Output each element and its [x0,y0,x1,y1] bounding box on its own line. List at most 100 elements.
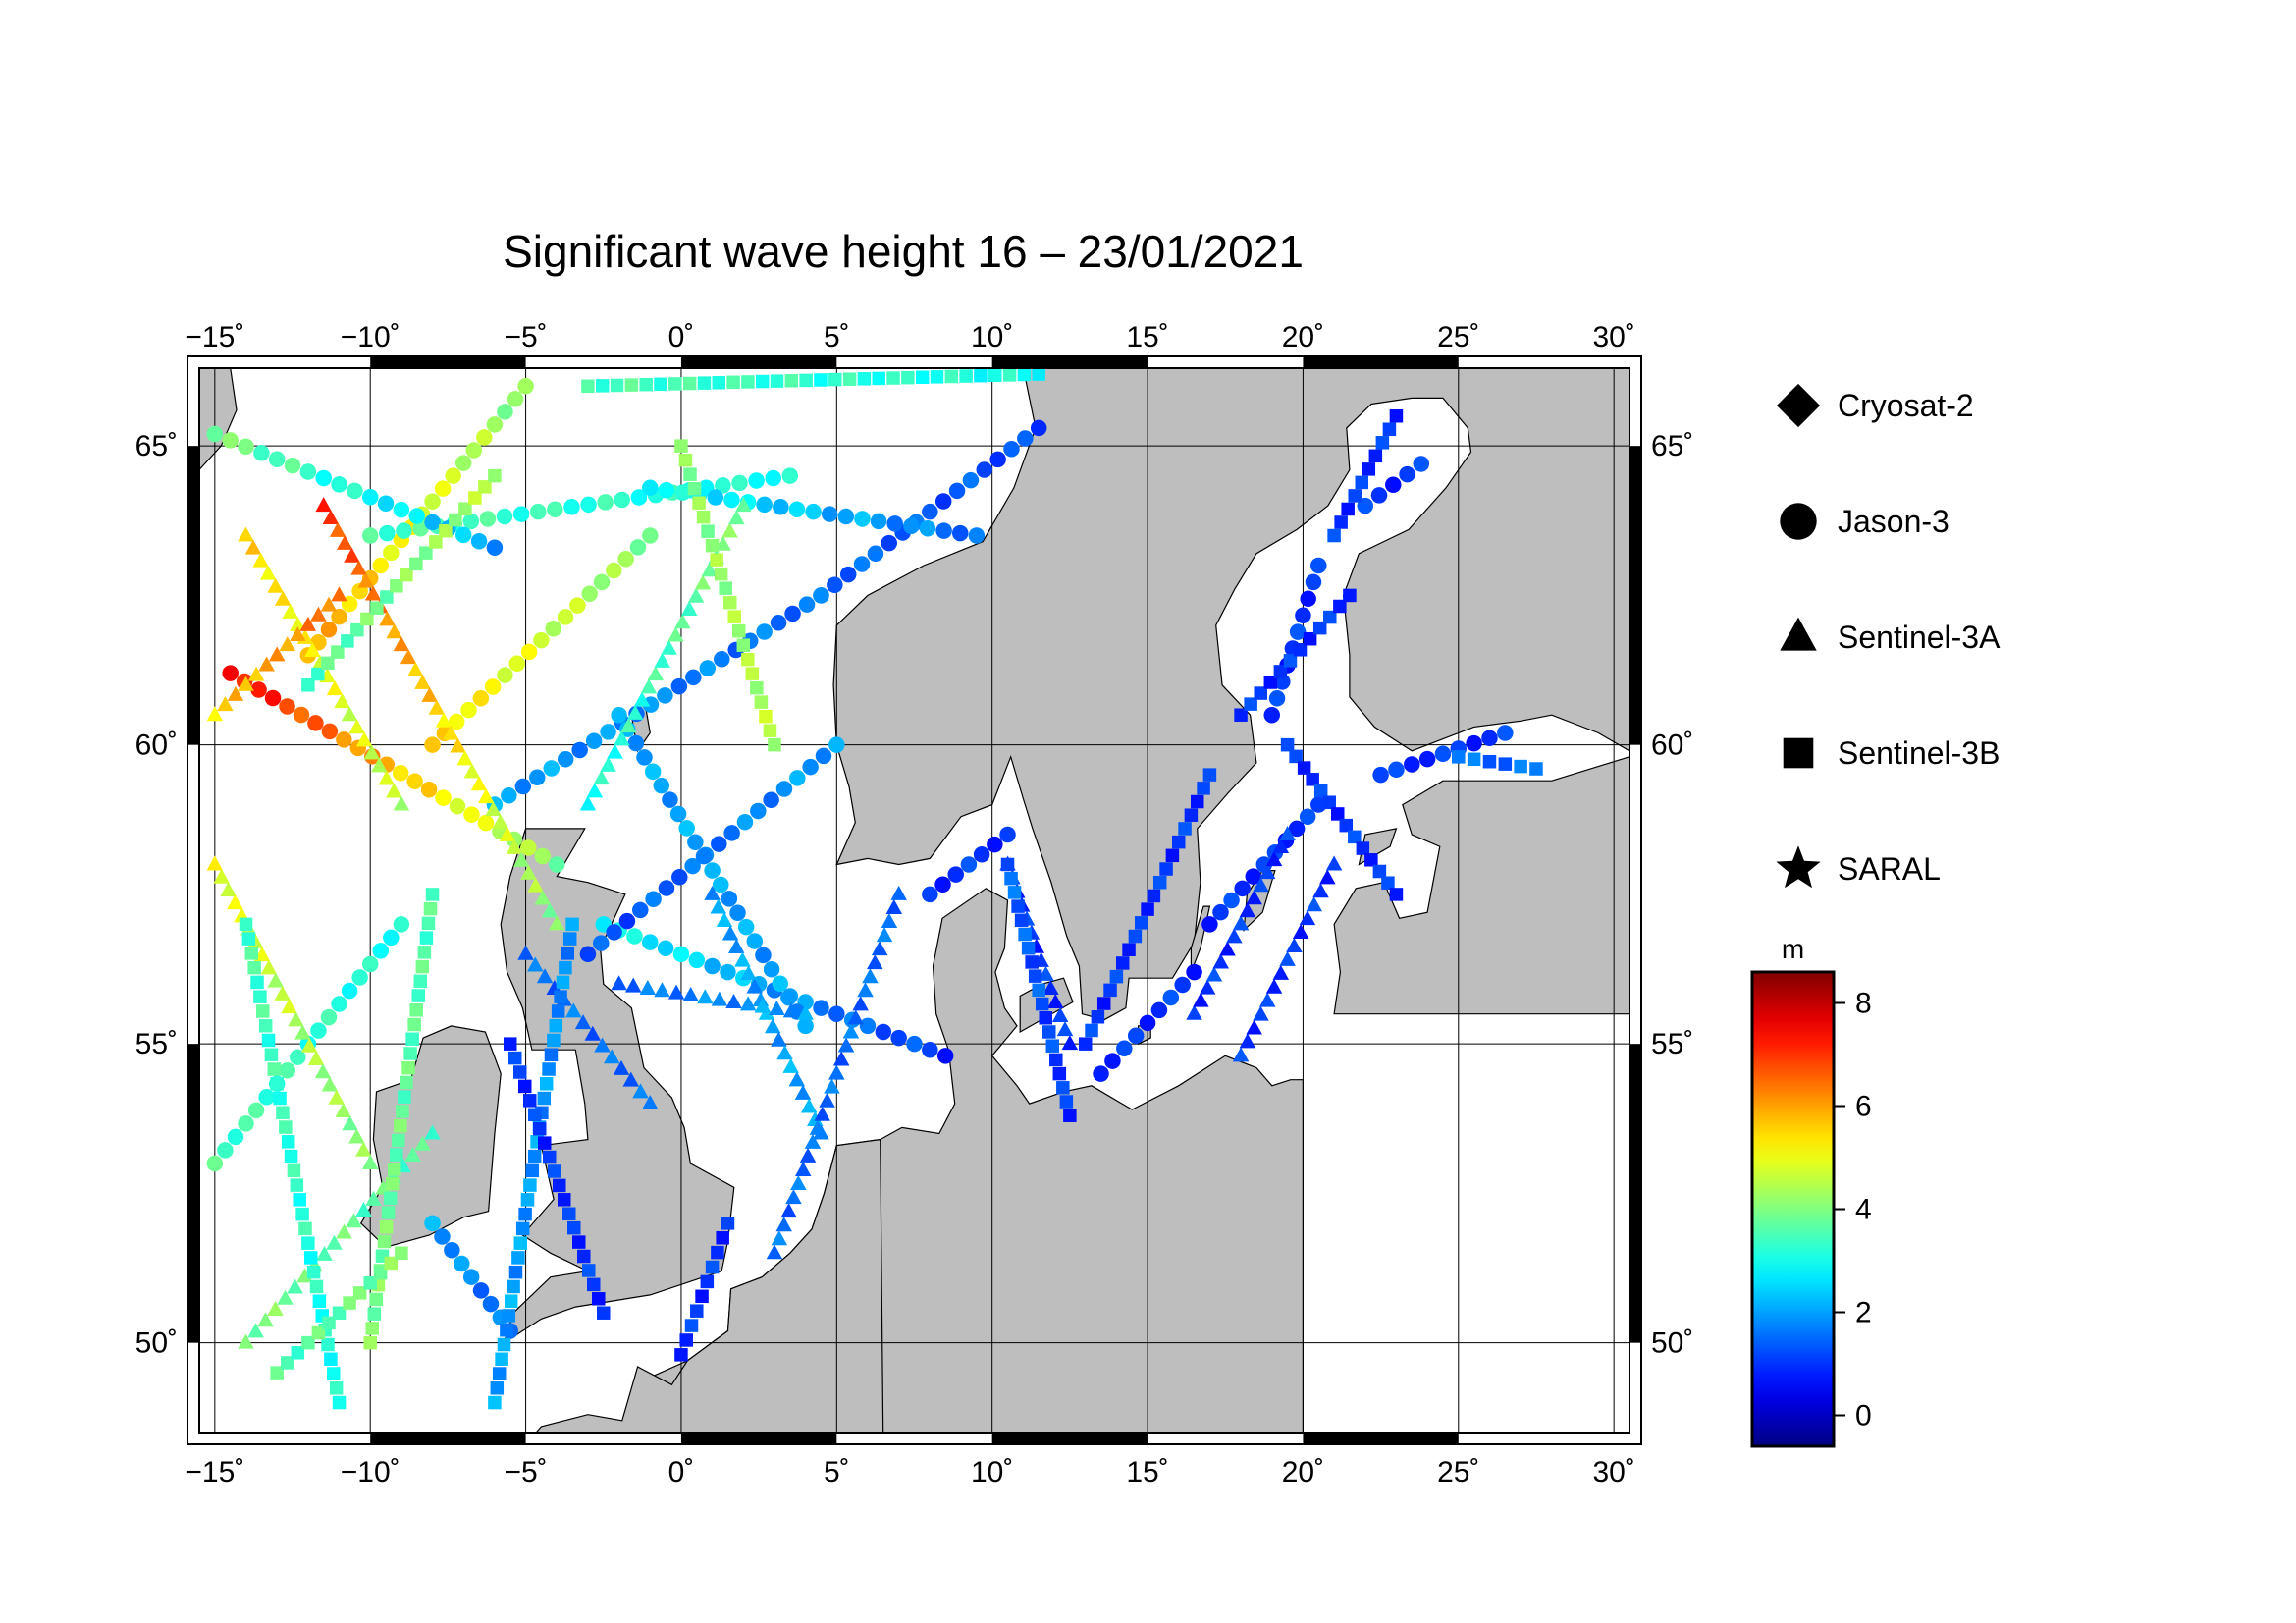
lon-tick-label-bottom: 30˚ [1592,1456,1634,1488]
sentinel-3b-point [520,1193,535,1207]
jason-3-point [379,524,396,542]
sentinel-3a-point [1265,978,1283,994]
sentinel-3b-point [360,612,374,626]
sentinel-3a-point [626,704,644,720]
jason-3-point [470,533,488,550]
jason-3-point [695,847,713,865]
sentinel-3b-point [1289,749,1303,764]
sentinel-3b-point [700,1274,715,1289]
colorbar-tick-label: 4 [1855,1194,1872,1226]
jason-3-point [507,391,524,407]
jason-3-point [671,869,688,886]
sentinel-3a-point [534,890,552,905]
sentinel-3a-point [348,1128,365,1144]
sentinel-3b-point [639,377,653,392]
sentinel-3b-point [930,370,944,384]
sentinel-3b-point [490,1381,505,1395]
sentinel-3b-point [500,1323,513,1337]
sentinel-3a-point [326,1234,343,1250]
sentinel-3a-point [800,1098,818,1113]
sentinel-3a-point [549,915,565,931]
sentinel-3a-point [614,730,630,746]
legend-item-sentinel-3b: Sentinel-3B [1783,735,2000,771]
lat-tick-label-right: 65˚ [1651,430,1693,462]
jason-3-point [813,1000,829,1016]
sentinel-3b-point [321,1337,335,1352]
jason-3-point [465,442,483,459]
sentinel-3a-point [331,586,347,602]
sentinel-3b-point [270,1366,284,1380]
sentinel-3b-point [872,371,885,386]
sentinel-3b-point [714,567,728,581]
sentinel-3b-point [392,1133,405,1148]
lat-tick-label-right: 60˚ [1651,730,1693,762]
sentinel-3a-point [642,1095,659,1110]
jason-3-point [293,706,310,724]
map-tick-labels: −15˚ −15˚ −10˚ −10˚ −5˚ −5˚ 0˚ 0˚ 5˚ 5˚ 10˚ 10˚ 15˚ 1… [135,321,1694,1488]
jason-3-point [1245,868,1261,885]
jason-3-point [657,940,674,956]
sentinel-3b-point [270,1077,284,1091]
sentinel-3b-point [287,1163,301,1178]
sentinel-3b-point [745,667,760,680]
jason-3-point [773,499,789,515]
jason-3-point [454,455,472,471]
sentinel-3b-point [279,1120,293,1134]
sentinel-3a-point [579,795,597,811]
sentinel-3b-point [592,1292,606,1306]
sentinel-3b-point [1368,449,1383,463]
jason-3-point [420,781,438,798]
sentinel-3b-point [1039,1011,1052,1025]
sentinel-3b-point [369,1292,384,1307]
sentinel-3b-point [409,557,423,571]
sentinel-3b-point [303,1251,318,1265]
sentinel-3b-point [562,932,577,946]
sentinel-3a-point [867,954,883,970]
sentinel-3a-point [682,986,699,1001]
sentinel-3b-point [523,1178,537,1192]
satellite-legend: Cryosat-2 Jason-3 Sentinel-3A Sentinel-3B SA… [1776,383,2001,889]
jason-3-point [460,701,477,719]
sentinel-3b-point [1042,1025,1056,1039]
sentinel-3b-point [1190,794,1204,809]
jason-3-point [253,445,270,461]
sentinel-3b-point [381,1206,396,1219]
sentinel-3b-point [721,1217,735,1230]
sentinel-3a-point [1279,950,1296,966]
sentinel-3a-point [506,839,523,854]
jason-3-point [372,943,390,959]
jason-3-point [321,723,339,740]
sentinel-3b-point [301,1236,315,1250]
star-marker-icon [1776,845,1821,889]
sentinel-3b-point [1389,408,1404,423]
sentinel-3a-point [337,534,353,550]
sentinel-3a-point [1246,1019,1262,1035]
jason-3-point [512,506,530,522]
sentinel-3b-point [239,917,253,932]
sentinel-3b-point [915,370,930,384]
sentinel-3b-point [1096,997,1111,1010]
jason-3-point [227,1128,244,1146]
sentinel-3a-point [268,646,286,662]
jason-3-point [886,515,903,532]
jason-3-point [936,1048,954,1064]
jason-3-point [579,946,597,963]
sentinel-3b-point [306,1265,321,1279]
sentinel-3a-point [238,1333,254,1349]
sentinel-3b-point [1045,1039,1060,1053]
sentinel-3b-point [1049,1053,1063,1067]
jason-3-point [1127,1027,1145,1045]
sentinel-3b-point [478,480,492,494]
lon-tick-label-bottom: 5˚ [824,1456,850,1488]
sentinel-3b-point [682,376,697,391]
jason-3-point [424,736,441,753]
altimetry-points [206,368,1543,1410]
sentinel-3b-point [517,1079,532,1094]
jason-3-point [653,777,670,794]
sentinel-3a-point [828,1064,845,1080]
jason-3-point [424,514,441,531]
sentinel-3a-point [667,626,684,642]
sentinel-3a-point [782,1057,799,1073]
jason-3-point [962,471,980,489]
sentinel-3b-point [495,1352,508,1367]
